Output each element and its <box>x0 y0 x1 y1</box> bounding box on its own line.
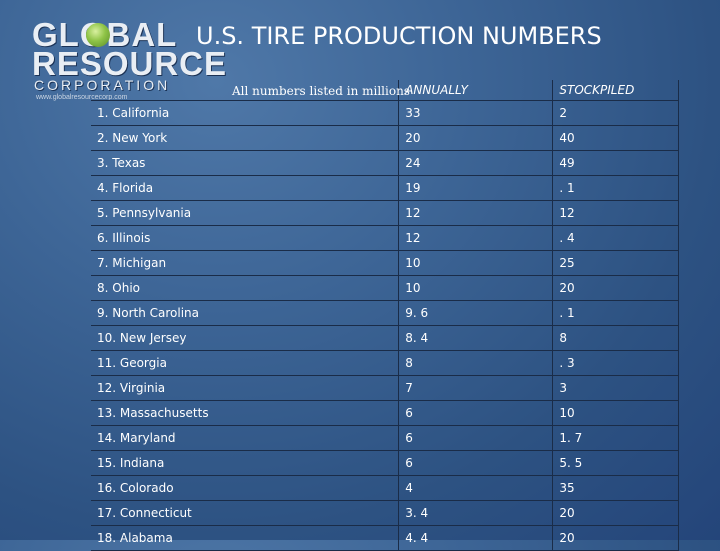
table-row: 14. Maryland 6 1. 7 <box>91 425 679 451</box>
state-cell: 5. Pennsylvania <box>91 200 399 226</box>
stockpiled-cell: 8 <box>552 325 679 351</box>
stockpiled-cell: 1. 7 <box>552 425 679 451</box>
state-cell: 13. Massachusetts <box>91 400 399 426</box>
state-cell: 18. Alabama <box>91 525 399 551</box>
annually-cell: 8. 4 <box>398 325 553 351</box>
stockpiled-cell: 40 <box>552 125 679 151</box>
table-row: 17. Connecticut 3. 4 20 <box>91 500 679 526</box>
stockpiled-cell: 20 <box>552 275 679 301</box>
annually-cell: 9. 6 <box>398 300 553 326</box>
table-row: 5. Pennsylvania 12 12 <box>91 200 679 226</box>
state-cell: 2. New York <box>91 125 399 151</box>
page-title: U.S. TIRE PRODUCTION NUMBERS <box>196 22 602 50</box>
stockpiled-cell: 20 <box>552 525 679 551</box>
table-row: 15. Indiana 6 5. 5 <box>91 450 679 476</box>
annually-cell: 12 <box>398 200 553 226</box>
stockpiled-cell: 5. 5 <box>552 450 679 476</box>
annually-cell: 6 <box>398 425 553 451</box>
annually-cell: 24 <box>398 150 553 176</box>
table-row: 4. Florida 19. 1 <box>91 175 679 201</box>
state-cell: 17. Connecticut <box>91 500 399 526</box>
state-cell: 11. Georgia <box>91 350 399 376</box>
annually-cell: 3. 4 <box>398 500 553 526</box>
stockpiled-cell: 49 <box>552 150 679 176</box>
table-row: 11. Georgia 8. 3 <box>91 350 679 376</box>
tire-production-table: ANNUALLY STOCKPILED 1. California 33 2 2. N… <box>91 80 679 551</box>
column-header-stockpiled: STOCKPILED <box>552 80 679 101</box>
state-cell: 7. Michigan <box>91 250 399 276</box>
stockpiled-cell: 2 <box>552 100 679 126</box>
state-cell: 3. Texas <box>91 150 399 176</box>
table-row: 9. North Carolina 9. 6. 1 <box>91 300 679 326</box>
annually-cell: 12 <box>398 225 553 251</box>
state-cell: 6. Illinois <box>91 225 399 251</box>
table-row: 2. New York 20 40 <box>91 125 679 151</box>
annually-cell: 20 <box>398 125 553 151</box>
annually-cell: 6 <box>398 400 553 426</box>
annually-cell: 4 <box>398 475 553 501</box>
column-header-annually: ANNUALLY <box>398 80 553 101</box>
stockpiled-cell: . 4 <box>552 225 679 251</box>
annually-cell: 8 <box>398 350 553 376</box>
stockpiled-cell: . 1 <box>552 300 679 326</box>
table-row: 8. Ohio 10 20 <box>91 275 679 301</box>
annually-cell: 10 <box>398 275 553 301</box>
state-cell: 10. New Jersey <box>91 325 399 351</box>
state-cell: 16. Colorado <box>91 475 399 501</box>
stockpiled-cell: 20 <box>552 500 679 526</box>
stockpiled-cell: 35 <box>552 475 679 501</box>
units-note: All numbers listed in millions <box>232 84 410 98</box>
state-cell: 12. Virginia <box>91 375 399 401</box>
table-row: 13. Massachusetts 6 10 <box>91 400 679 426</box>
state-cell: 4. Florida <box>91 175 399 201</box>
logo-text-corporation: CORPORATION <box>34 77 171 93</box>
annually-cell: 7 <box>398 375 553 401</box>
state-cell: 1. California <box>91 100 399 126</box>
state-cell: 9. North Carolina <box>91 300 399 326</box>
table-row: 7. Michigan 10 25 <box>91 250 679 276</box>
table-row: 12. Virginia 7 3 <box>91 375 679 401</box>
stockpiled-cell: 3 <box>552 375 679 401</box>
table-header-row: ANNUALLY STOCKPILED <box>91 80 679 101</box>
state-cell: 8. Ohio <box>91 275 399 301</box>
stockpiled-cell: . 3 <box>552 350 679 376</box>
stockpiled-cell: . 1 <box>552 175 679 201</box>
annually-cell: 6 <box>398 450 553 476</box>
table-row: 3. Texas 24 49 <box>91 150 679 176</box>
annually-cell: 10 <box>398 250 553 276</box>
company-logo: GLOBAL RESOURCE CORPORATION www.globalre… <box>30 18 226 102</box>
stockpiled-cell: 12 <box>552 200 679 226</box>
table-row: 16. Colorado 4 35 <box>91 475 679 501</box>
state-cell: 14. Maryland <box>91 425 399 451</box>
logo-text-resource: RESOURCE <box>32 45 228 82</box>
table-row: 18. Alabama 4. 4 20 <box>91 525 679 551</box>
table-row: 1. California 33 2 <box>91 100 679 126</box>
stockpiled-cell: 25 <box>552 250 679 276</box>
annually-cell: 19 <box>398 175 553 201</box>
table-row: 6. Illinois 12. 4 <box>91 225 679 251</box>
annually-cell: 4. 4 <box>398 525 553 551</box>
state-cell: 15. Indiana <box>91 450 399 476</box>
stockpiled-cell: 10 <box>552 400 679 426</box>
logo-url: www.globalresourcecorp.com <box>36 94 128 101</box>
globe-icon <box>86 23 110 47</box>
annually-cell: 33 <box>398 100 553 126</box>
